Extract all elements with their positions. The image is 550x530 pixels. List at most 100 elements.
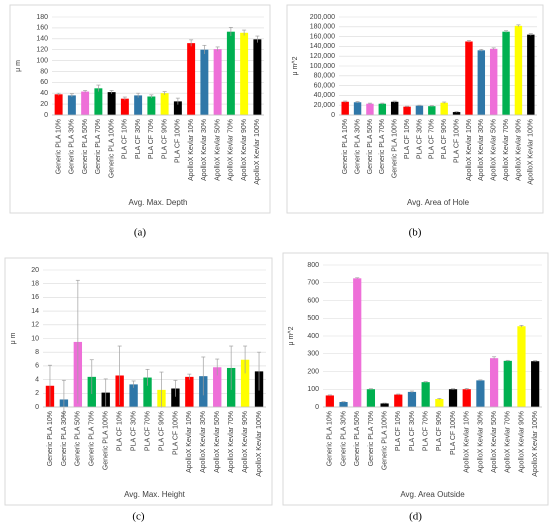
- x-tick-label: Generic PLA 100%: [108, 119, 115, 178]
- bar: [366, 389, 376, 407]
- x-tick-label: ApolloX Kevlar 30%: [200, 411, 207, 473]
- bar: [353, 278, 362, 407]
- bar: [462, 389, 471, 407]
- bar: [428, 106, 436, 115]
- bar: [339, 402, 348, 407]
- x-tick-label: Generic PLA 100%: [392, 119, 399, 178]
- bar: [213, 49, 222, 115]
- y-tick-label: 2: [35, 390, 39, 397]
- bar: [452, 112, 461, 115]
- panel-label: (c): [132, 511, 145, 523]
- x-tick-label: Generic PLA 50%: [367, 119, 374, 174]
- y-axis-label: μ m: [10, 332, 17, 344]
- x-tick-label: Generic PLA 10%: [342, 119, 349, 174]
- bar: [160, 93, 169, 115]
- x-tick-label: PLA CF 100%: [175, 119, 182, 163]
- bar: [403, 106, 411, 115]
- bar: [489, 48, 498, 115]
- bar: [502, 31, 510, 116]
- chart-title: Avg. Max. Height: [124, 490, 186, 499]
- y-tick-label: 160,000: [310, 33, 335, 40]
- y-tick-label: 0: [44, 112, 48, 119]
- y-tick-label: 700: [307, 280, 319, 287]
- bar: [415, 105, 424, 115]
- x-tick-label: PLA CF 90%: [436, 411, 443, 451]
- chart-title: Avg. Area of Hole: [407, 198, 470, 207]
- x-tick-label: ApolloX Kevlar 50%: [491, 119, 498, 181]
- y-axis-label: μ m^2: [292, 56, 299, 75]
- y-tick-label: 8: [35, 349, 39, 356]
- y-tick-label: 4: [35, 376, 39, 383]
- x-tick-label: ApolloX Kevlar 70%: [505, 411, 512, 473]
- x-tick-label: ApolloX Kevlar 70%: [503, 119, 510, 181]
- bar: [440, 102, 448, 115]
- bar: [477, 50, 486, 115]
- x-tick-label: ApolloX Kevlar 100%: [532, 411, 539, 477]
- x-tick-label: Generic PLA 50%: [82, 119, 89, 174]
- bar: [503, 360, 512, 407]
- bar: [173, 101, 182, 115]
- bar: [187, 43, 196, 116]
- x-tick-label: Generic PLA 100%: [381, 411, 388, 470]
- x-tick-label: PLA CF 90%: [158, 411, 165, 451]
- bar: [94, 88, 103, 115]
- x-tick-label: Generic PLA 10%: [55, 119, 62, 174]
- x-tick-label: ApolloX Kevlar 100%: [256, 411, 263, 477]
- y-tick-label: 80,000: [314, 73, 336, 80]
- x-tick-label: Generic PLA 10%: [47, 411, 54, 466]
- y-tick-label: 100: [36, 57, 48, 64]
- y-tick-label: 60,000: [314, 82, 336, 89]
- x-tick-label: Generic PLA 100%: [103, 411, 110, 470]
- y-tick-label: 600: [307, 297, 319, 304]
- y-tick-label: 0: [35, 404, 39, 411]
- x-tick-label: ApolloX Kevlar 30%: [477, 411, 484, 473]
- x-tick-label: PLA CF 70%: [423, 411, 430, 451]
- bar: [107, 92, 116, 115]
- x-tick-label: Generic PLA 50%: [75, 411, 82, 466]
- y-tick-label: 160: [36, 25, 48, 32]
- x-tick-label: Generic PLA 30%: [69, 119, 76, 174]
- x-tick-label: ApolloX Kevlar 90%: [242, 411, 249, 473]
- bar: [517, 326, 526, 407]
- y-tick-label: 20,000: [314, 102, 336, 109]
- x-tick-label: ApolloX Kevlar 10%: [186, 411, 193, 473]
- x-tick-label: Generic PLA 50%: [354, 411, 361, 466]
- x-tick-label: PLA CF 30%: [135, 119, 142, 159]
- bar: [380, 403, 389, 407]
- y-tick-label: 14: [31, 308, 39, 315]
- bar: [325, 395, 334, 407]
- x-tick-label: PLA CF 10%: [395, 411, 402, 451]
- panel-label: (a): [134, 227, 147, 239]
- bar: [527, 34, 535, 115]
- x-tick-label: ApolloX Kevlar 100%: [254, 119, 261, 185]
- y-tick-label: 400: [307, 333, 319, 340]
- bar: [81, 91, 90, 115]
- bar: [341, 101, 349, 115]
- bar: [240, 359, 250, 407]
- y-tick-label: 10: [31, 335, 39, 342]
- y-tick-label: 20: [31, 267, 39, 274]
- x-tick-label: ApolloX Kevlar 50%: [214, 411, 221, 473]
- y-tick-label: 800: [307, 262, 319, 269]
- y-tick-label: 100: [307, 386, 319, 393]
- x-tick-label: Generic PLA 70%: [368, 411, 375, 466]
- chart-frame: [286, 4, 544, 214]
- y-tick-label: 200: [307, 368, 319, 375]
- x-tick-label: PLA CF 10%: [404, 119, 411, 159]
- y-tick-label: 180,000: [310, 24, 335, 31]
- y-tick-label: 140,000: [310, 43, 335, 50]
- bar: [147, 96, 156, 115]
- y-tick-label: 60: [40, 79, 48, 86]
- x-tick-label: Generic PLA 70%: [95, 119, 102, 174]
- y-axis-label: μ m: [15, 60, 22, 72]
- bar: [448, 389, 458, 407]
- x-tick-label: ApolloX Kevlar 100%: [528, 119, 535, 185]
- x-tick-label: ApolloX Kevlar 70%: [228, 411, 235, 473]
- bar: [213, 367, 222, 407]
- bar: [421, 382, 430, 407]
- x-tick-label: PLA CF 100%: [450, 411, 457, 455]
- x-tick-label: ApolloX Kevlar 50%: [491, 411, 498, 473]
- bar: [171, 388, 180, 407]
- bar: [476, 380, 485, 407]
